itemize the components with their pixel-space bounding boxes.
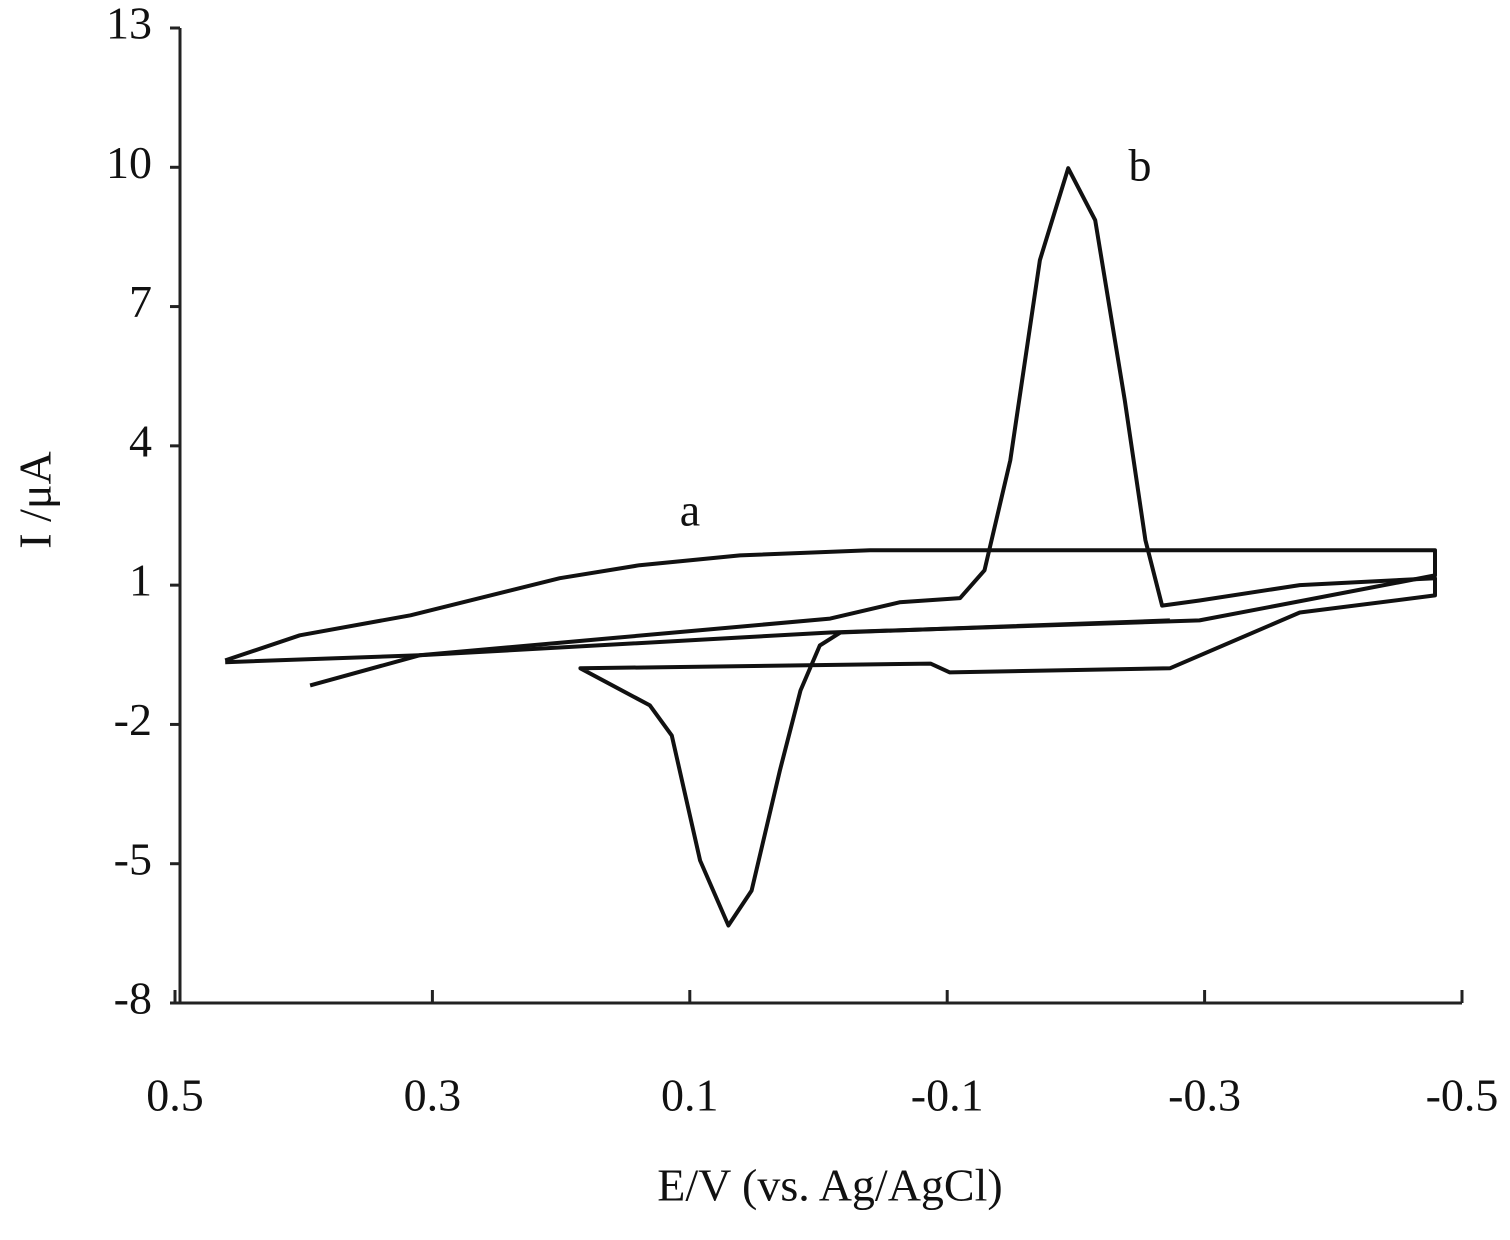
- y-tick-label: 10: [106, 137, 152, 188]
- x-tick-label: 0.1: [661, 1070, 719, 1121]
- y-tick-label: -8: [114, 973, 152, 1024]
- y-tick-label: -5: [114, 833, 152, 884]
- x-tick-label: -0.5: [1426, 1070, 1499, 1121]
- x-tick-label: -0.3: [1168, 1070, 1241, 1121]
- x-tick-label: 0.5: [146, 1070, 204, 1121]
- y-tick-label: -2: [114, 694, 152, 745]
- curve-label: b: [1129, 140, 1152, 191]
- y-axis-label: I /μA: [10, 451, 61, 548]
- x-tick-label: -0.1: [911, 1070, 984, 1121]
- curve: [224, 548, 1437, 665]
- y-tick-label: 13: [106, 0, 152, 49]
- y-tick-label: 1: [129, 555, 152, 606]
- curve-label: a: [680, 485, 700, 536]
- y-tick-label: 7: [129, 276, 152, 327]
- curve: [309, 166, 1437, 928]
- x-tick-label: 0.3: [404, 1070, 462, 1121]
- x-axis-label: E/V (vs. Ag/AgCl): [657, 1160, 1002, 1211]
- y-tick-label: 4: [129, 415, 152, 466]
